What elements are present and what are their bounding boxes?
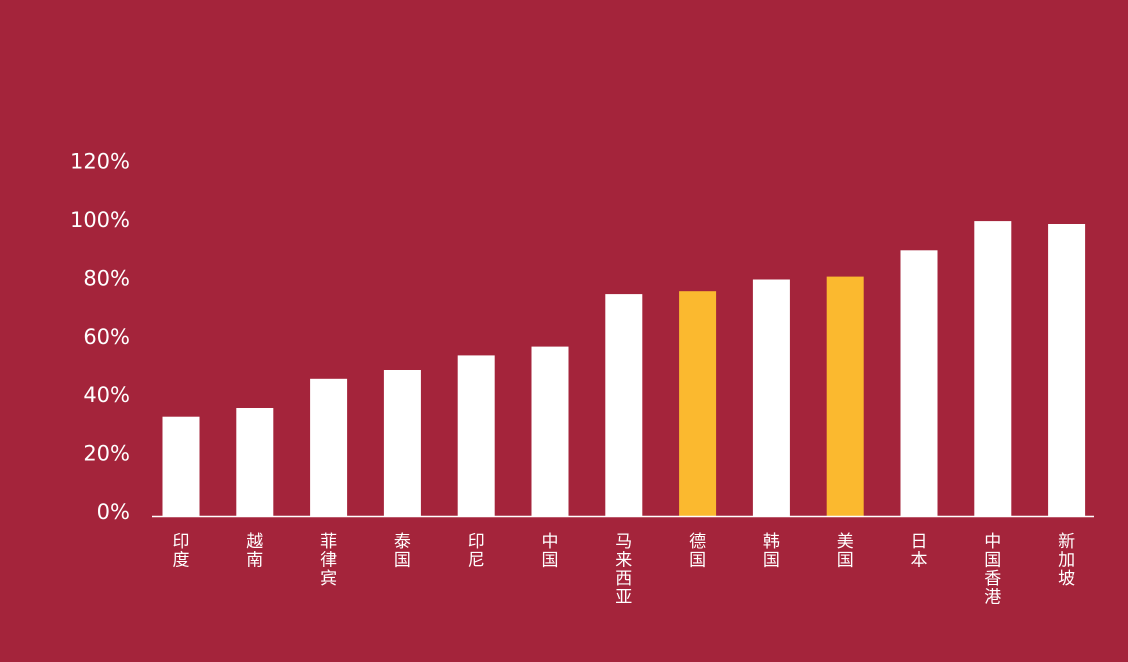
x-category-label: 新加坡 bbox=[1058, 532, 1075, 589]
bar-10 bbox=[826, 276, 864, 516]
y-tick-label: 80% bbox=[83, 266, 130, 290]
bars bbox=[162, 221, 1086, 517]
bar-1 bbox=[162, 416, 200, 516]
x-category-label: 菲律宾 bbox=[320, 532, 337, 589]
y-tick-label: 60% bbox=[83, 325, 130, 349]
bar-13 bbox=[1048, 224, 1086, 516]
x-category-label: 中国 bbox=[542, 532, 559, 571]
bar-11 bbox=[900, 250, 938, 517]
bar-6 bbox=[531, 346, 569, 516]
bar-7 bbox=[605, 294, 643, 516]
bar-5 bbox=[457, 355, 495, 516]
y-tick-label: 100% bbox=[70, 208, 130, 232]
x-category-label: 泰国 bbox=[394, 532, 411, 571]
y-axis-ticks: 0% 20% 40% 60% 80% 100% 120% bbox=[70, 150, 130, 524]
x-category-label: 马来西亚 bbox=[615, 532, 632, 608]
x-category-label: 美国 bbox=[837, 532, 854, 571]
bar-12 bbox=[974, 221, 1012, 516]
x-axis-labels: 印度 越南 菲律宾 泰国 印尼 中国 马来西亚 德国 韩国 美国 日本 中国香港 新加坡 bbox=[173, 532, 1076, 608]
y-tick-label: 40% bbox=[83, 383, 130, 407]
bar-4 bbox=[383, 370, 421, 516]
x-category-label: 韩国 bbox=[763, 532, 780, 571]
bar-9 bbox=[752, 279, 790, 516]
x-category-label: 越南 bbox=[246, 532, 263, 571]
x-category-label: 中国香港 bbox=[984, 532, 1001, 608]
y-tick-label: 20% bbox=[83, 442, 130, 466]
bar-2 bbox=[236, 408, 274, 516]
x-category-label: 日本 bbox=[911, 532, 928, 571]
y-tick-label: 120% bbox=[70, 150, 130, 174]
x-category-label: 印尼 bbox=[468, 532, 485, 571]
x-category-label: 德国 bbox=[689, 532, 706, 571]
bar-8 bbox=[679, 291, 717, 516]
bar-3 bbox=[310, 378, 348, 516]
y-tick-label: 0% bbox=[97, 500, 130, 524]
x-category-label: 印度 bbox=[173, 532, 190, 571]
